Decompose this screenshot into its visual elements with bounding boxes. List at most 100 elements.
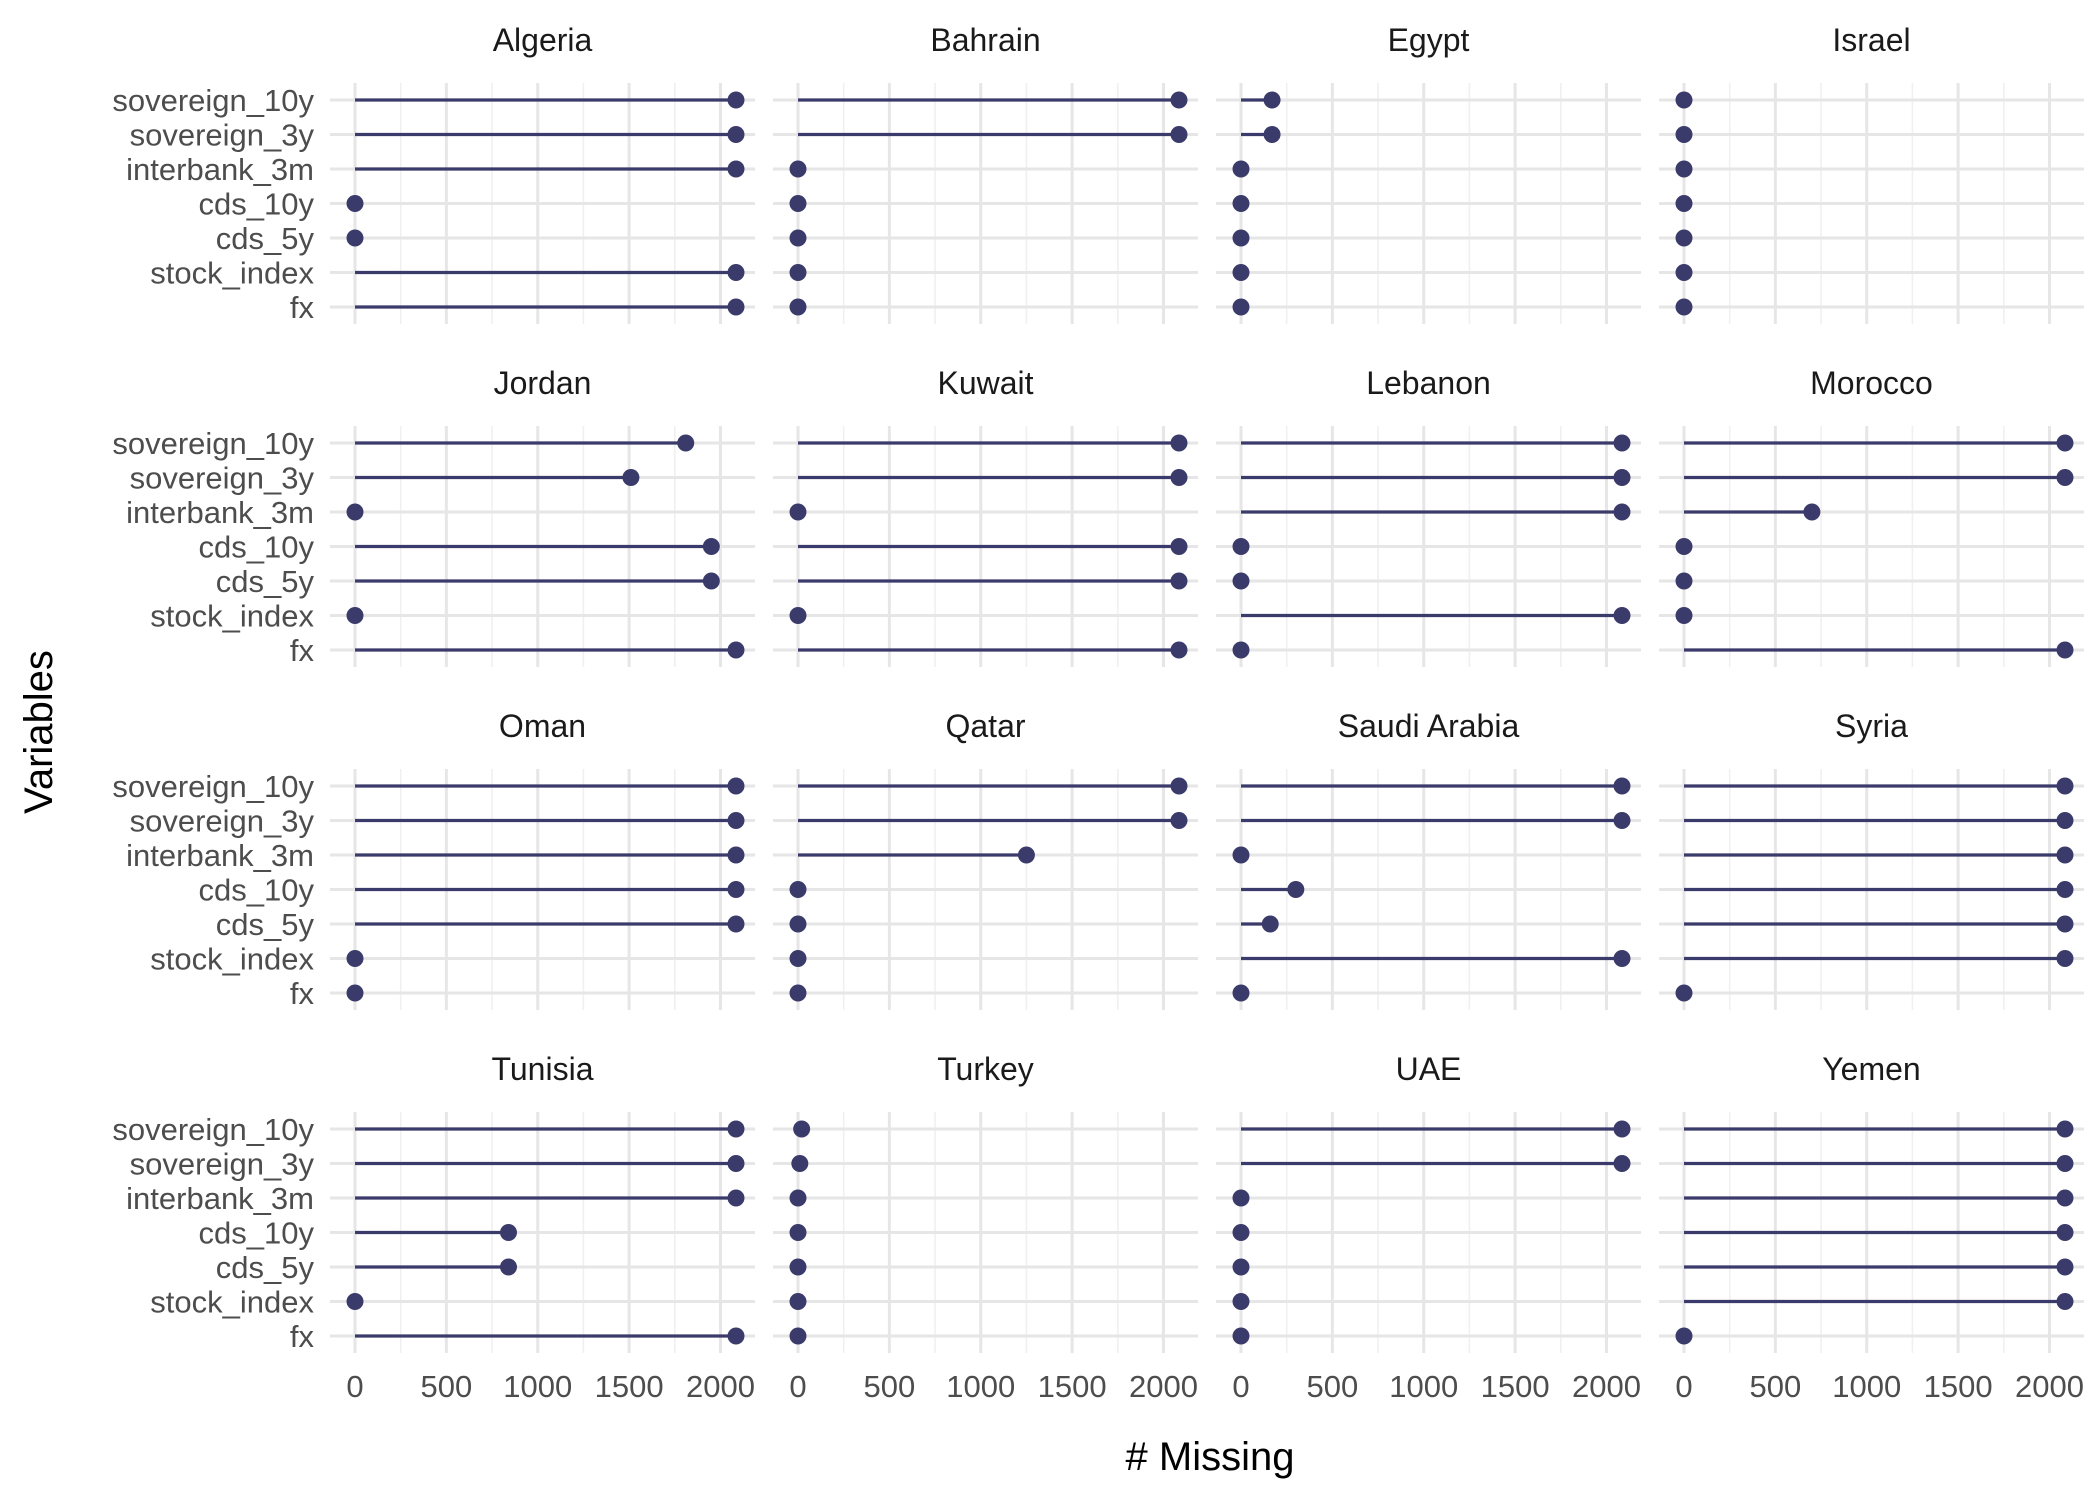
facet-title: Lebanon (1366, 365, 1491, 401)
lollipop-point (1232, 298, 1250, 316)
lollipop-point (346, 607, 364, 624)
lollipop-point (791, 1155, 809, 1172)
lollipop-point (622, 469, 640, 486)
y-tick-label: cds_10y (199, 873, 315, 908)
lollipop-point (789, 915, 807, 933)
y-tick-label: interbank_3m (126, 1181, 314, 1216)
lollipop-point (789, 264, 807, 281)
lollipop-point (727, 1189, 745, 1207)
lollipop-point (789, 881, 807, 898)
facet-panel: Tunisia sovereign_10ysovereign_3yinterban… (112, 1051, 755, 1404)
lollipop-point (1261, 915, 1279, 933)
facet-panel: Syria (1659, 708, 2084, 1010)
lollipop-point (1232, 1293, 1250, 1310)
facet-title: Syria (1835, 708, 1908, 744)
lollipop-point (1613, 950, 1631, 967)
lollipop-point (789, 1258, 807, 1276)
lollipop-point (1613, 503, 1631, 521)
lollipop-point (2056, 777, 2074, 795)
lollipop-point (2056, 1189, 2074, 1207)
x-tick-label: 1500 (595, 1369, 664, 1404)
lollipop-point (1232, 1224, 1250, 1241)
y-tick-label: cds_5y (216, 907, 315, 942)
lollipop-point (727, 812, 745, 829)
lollipop-point (2056, 915, 2074, 933)
y-tick-label: interbank_3m (126, 495, 314, 530)
lollipop-point (1170, 91, 1188, 109)
y-tick-label: fx (290, 290, 315, 325)
lollipop-point (1613, 469, 1631, 486)
lollipop-point (1232, 1327, 1250, 1345)
facet-title: Kuwait (937, 365, 1033, 401)
lollipop-point (1675, 1327, 1693, 1345)
lollipop-point (2056, 1155, 2074, 1172)
lollipop-point (1170, 812, 1188, 829)
lollipop-point (789, 1189, 807, 1207)
y-tick-label: fx (290, 1319, 315, 1354)
facet-panel: Qatar (773, 708, 1198, 1010)
lollipop-point (1170, 434, 1188, 452)
y-tick-label: sovereign_3y (130, 461, 315, 496)
lollipop-point (1232, 1189, 1250, 1207)
lollipop-point (1613, 777, 1631, 795)
x-tick-label: 500 (1749, 1369, 1801, 1404)
y-tick-label: sovereign_3y (130, 804, 315, 839)
lollipop-point (1232, 160, 1250, 178)
x-tick-label: 1500 (1924, 1369, 1993, 1404)
lollipop-point (727, 1120, 745, 1138)
lollipop-point (346, 503, 364, 521)
facet-panel: Egypt (1216, 22, 1641, 324)
x-tick-label: 2000 (1572, 1369, 1641, 1404)
lollipop-point (727, 126, 745, 143)
y-tick-label: sovereign_10y (112, 426, 314, 461)
lollipop-point (1232, 1258, 1250, 1276)
lollipop-point (727, 91, 745, 109)
facet-panel: Algeria sovereign_10ysovereign_3yinterban… (112, 22, 755, 325)
lollipop-point (1263, 91, 1281, 109)
lollipop-point (2056, 1224, 2074, 1241)
y-tick-label: interbank_3m (126, 152, 314, 187)
y-tick-label: cds_10y (199, 530, 315, 565)
lollipop-point (2056, 950, 2074, 967)
lollipop-point (1613, 1120, 1631, 1138)
lollipop-point (2056, 846, 2074, 864)
lollipop-point (1287, 881, 1305, 898)
x-tick-label: 1000 (946, 1369, 1015, 1404)
lollipop-point (2056, 641, 2074, 659)
lollipop-point (789, 195, 807, 212)
facet-panel: Morocco (1659, 365, 2084, 667)
x-tick-label: 2000 (686, 1369, 755, 1404)
lollipop-point (1675, 195, 1693, 212)
lollipop-point (1675, 91, 1693, 109)
y-tick-label: stock_index (150, 256, 314, 291)
lollipop-point (1675, 984, 1693, 1002)
lollipop-point (727, 915, 745, 933)
lollipop-point (346, 229, 364, 247)
y-tick-label: sovereign_10y (112, 83, 314, 118)
lollipop-point (1675, 298, 1693, 316)
facet-title: Oman (499, 708, 586, 744)
lollipop-point (499, 1258, 517, 1276)
facet-title: Algeria (493, 22, 593, 58)
lollipop-point (1170, 641, 1188, 659)
lollipop-point (346, 195, 364, 212)
facet-title: Bahrain (930, 22, 1040, 58)
y-axis-title: Variables (17, 650, 61, 814)
facet-panel: Kuwait (773, 365, 1198, 667)
lollipop-point (1232, 195, 1250, 212)
x-tick-label: 0 (789, 1369, 806, 1404)
x-tick-label: 1000 (503, 1369, 572, 1404)
lollipop-point (1675, 126, 1693, 143)
lollipop-point (789, 298, 807, 316)
x-tick-label: 0 (346, 1369, 363, 1404)
lollipop-point (1232, 229, 1250, 247)
lollipop-point (702, 538, 720, 555)
facet-title: Qatar (945, 708, 1025, 744)
y-tick-label: stock_index (150, 1285, 314, 1320)
x-tick-label: 1000 (1389, 1369, 1458, 1404)
facet-panel: Bahrain (773, 22, 1198, 324)
x-tick-label: 0 (1675, 1369, 1692, 1404)
lollipop-point (789, 607, 807, 624)
lollipop-point (702, 572, 720, 590)
x-tick-label: 500 (863, 1369, 915, 1404)
